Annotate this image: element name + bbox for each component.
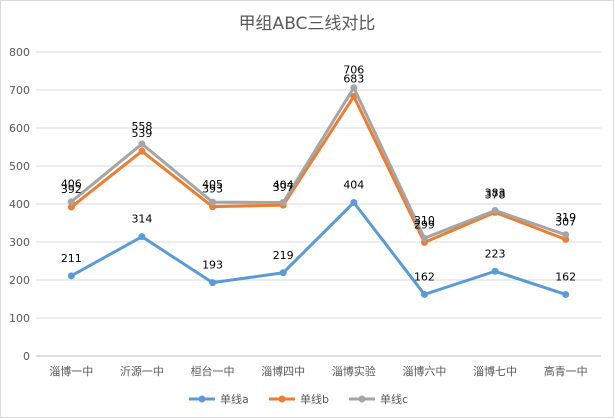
data-point <box>209 279 217 287</box>
series-line-1 <box>69 200 568 296</box>
legend-label: 单线b <box>300 392 329 406</box>
y-tick-label: 400 <box>9 198 30 211</box>
data-label: 310 <box>414 214 435 227</box>
data-label-layer: 211 314 193 219 404 162 223 162 392 539 393 397 683 2… <box>61 64 576 284</box>
series-line-3 <box>69 86 568 240</box>
data-label: 558 <box>131 120 152 133</box>
data-label: 383 <box>485 186 506 199</box>
data-label: 162 <box>414 270 435 283</box>
data-label: 405 <box>202 178 223 191</box>
data-point <box>138 140 146 148</box>
x-tick-label: 淄博四中 <box>261 365 305 378</box>
data-point <box>562 231 570 239</box>
legend-label: 单线c <box>380 392 408 406</box>
legend-swatch-marker <box>358 395 366 403</box>
x-tick-label: 淄博一中 <box>49 365 93 378</box>
x-tick-label: 沂源一中 <box>120 364 164 378</box>
x-tick-label: 桓台一中 <box>191 364 235 378</box>
data-label: 404 <box>273 178 294 191</box>
legend-swatch-marker <box>198 395 206 403</box>
data-point <box>67 272 75 280</box>
x-tick-label: 高青一中 <box>544 364 588 378</box>
y-tick-label: 200 <box>9 274 30 287</box>
y-tick-label: 0 <box>23 350 30 363</box>
data-label: 706 <box>343 64 364 77</box>
legend: 单线a 单线b 单线c <box>189 392 408 406</box>
data-label: 223 <box>485 247 506 260</box>
chart-title: 甲组ABC三线对比 <box>238 14 376 34</box>
y-tick-label: 300 <box>9 236 30 249</box>
series-line-2 <box>69 94 568 244</box>
data-label: 683 <box>343 72 364 85</box>
data-point <box>138 233 146 241</box>
data-label: 299 <box>414 218 435 231</box>
y-tick-label: 100 <box>9 312 30 325</box>
data-point <box>209 198 217 206</box>
data-point <box>138 147 146 155</box>
data-label: 193 <box>202 259 223 272</box>
y-tick-label: 600 <box>9 122 30 135</box>
data-label: 162 <box>555 270 576 283</box>
data-point <box>67 198 75 206</box>
data-point <box>491 267 499 275</box>
data-point <box>420 290 428 298</box>
series-layer <box>67 84 570 298</box>
data-point <box>491 206 499 214</box>
legend-label: 单线a <box>220 392 249 406</box>
y-tick-label: 800 <box>9 46 30 59</box>
data-label: 211 <box>61 252 82 265</box>
data-label: 393 <box>202 183 223 196</box>
x-tick-label: 淄博六中 <box>402 365 446 378</box>
data-point <box>350 198 358 206</box>
data-label: 406 <box>61 178 82 191</box>
y-tick-label: 700 <box>9 84 30 97</box>
data-point <box>279 269 287 277</box>
y-tick-label: 500 <box>9 160 30 173</box>
data-point <box>67 203 75 211</box>
data-label: 404 <box>343 178 364 191</box>
x-tick-label: 淄博七中 <box>473 365 517 378</box>
data-label: 397 <box>273 181 294 194</box>
data-label: 319 <box>555 211 576 224</box>
data-point <box>279 198 287 206</box>
legend-swatch-marker <box>278 395 286 403</box>
data-label: 378 <box>485 188 506 201</box>
axis-layer: 0 100 200 300 400 500 600 700 800 淄博一中 沂源一中 桓台一中 淄博四… <box>9 46 588 378</box>
data-label: 392 <box>61 183 82 196</box>
data-point <box>420 234 428 242</box>
data-point <box>562 290 570 298</box>
data-label: 219 <box>273 249 294 262</box>
x-tick-label: 淄博实验 <box>332 364 376 378</box>
grid-layer <box>36 51 601 357</box>
data-label: 539 <box>131 127 152 140</box>
data-label: 307 <box>555 215 576 228</box>
data-label: 314 <box>131 213 152 226</box>
data-point <box>350 84 358 92</box>
